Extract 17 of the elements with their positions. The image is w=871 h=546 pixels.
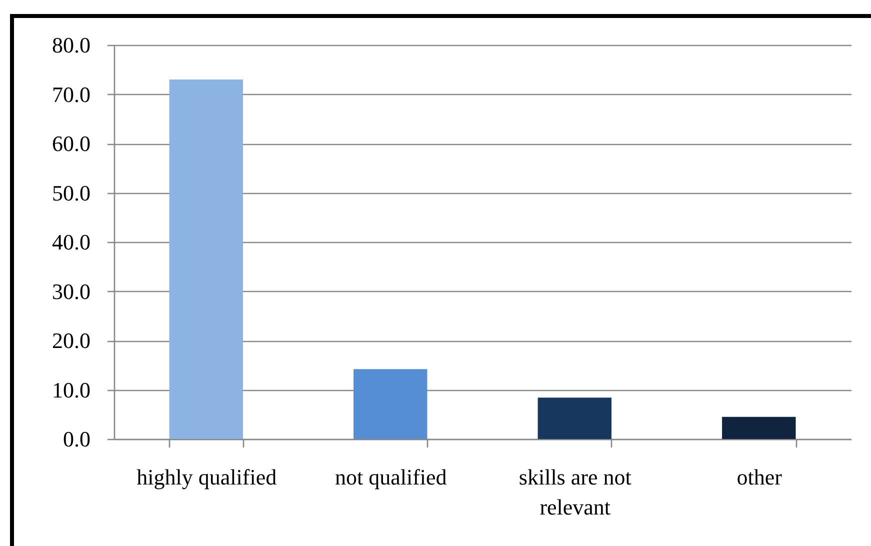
y-tick-label: 80.0	[52, 32, 90, 58]
y-tick-label: 40.0	[52, 230, 90, 254]
x-tick-label: other	[736, 464, 783, 490]
y-tick-label: 30.0	[52, 278, 90, 304]
x-tick-label: highly qualified	[136, 464, 277, 490]
y-tick-label: 20.0	[52, 328, 90, 353]
bar	[538, 398, 612, 439]
x-tick-label: skills are not relevant	[518, 464, 632, 520]
bar	[354, 369, 428, 439]
bar	[169, 79, 243, 439]
bar	[722, 416, 796, 439]
y-tick-label: 70.0	[52, 82, 90, 107]
x-tick-label: not qualified	[334, 464, 447, 490]
y-tick-label: 60.0	[52, 131, 90, 156]
y-tick-label: 0.0	[63, 426, 90, 452]
y-tick-label: 50.0	[52, 180, 90, 206]
y-tick-label: 10.0	[52, 377, 90, 402]
